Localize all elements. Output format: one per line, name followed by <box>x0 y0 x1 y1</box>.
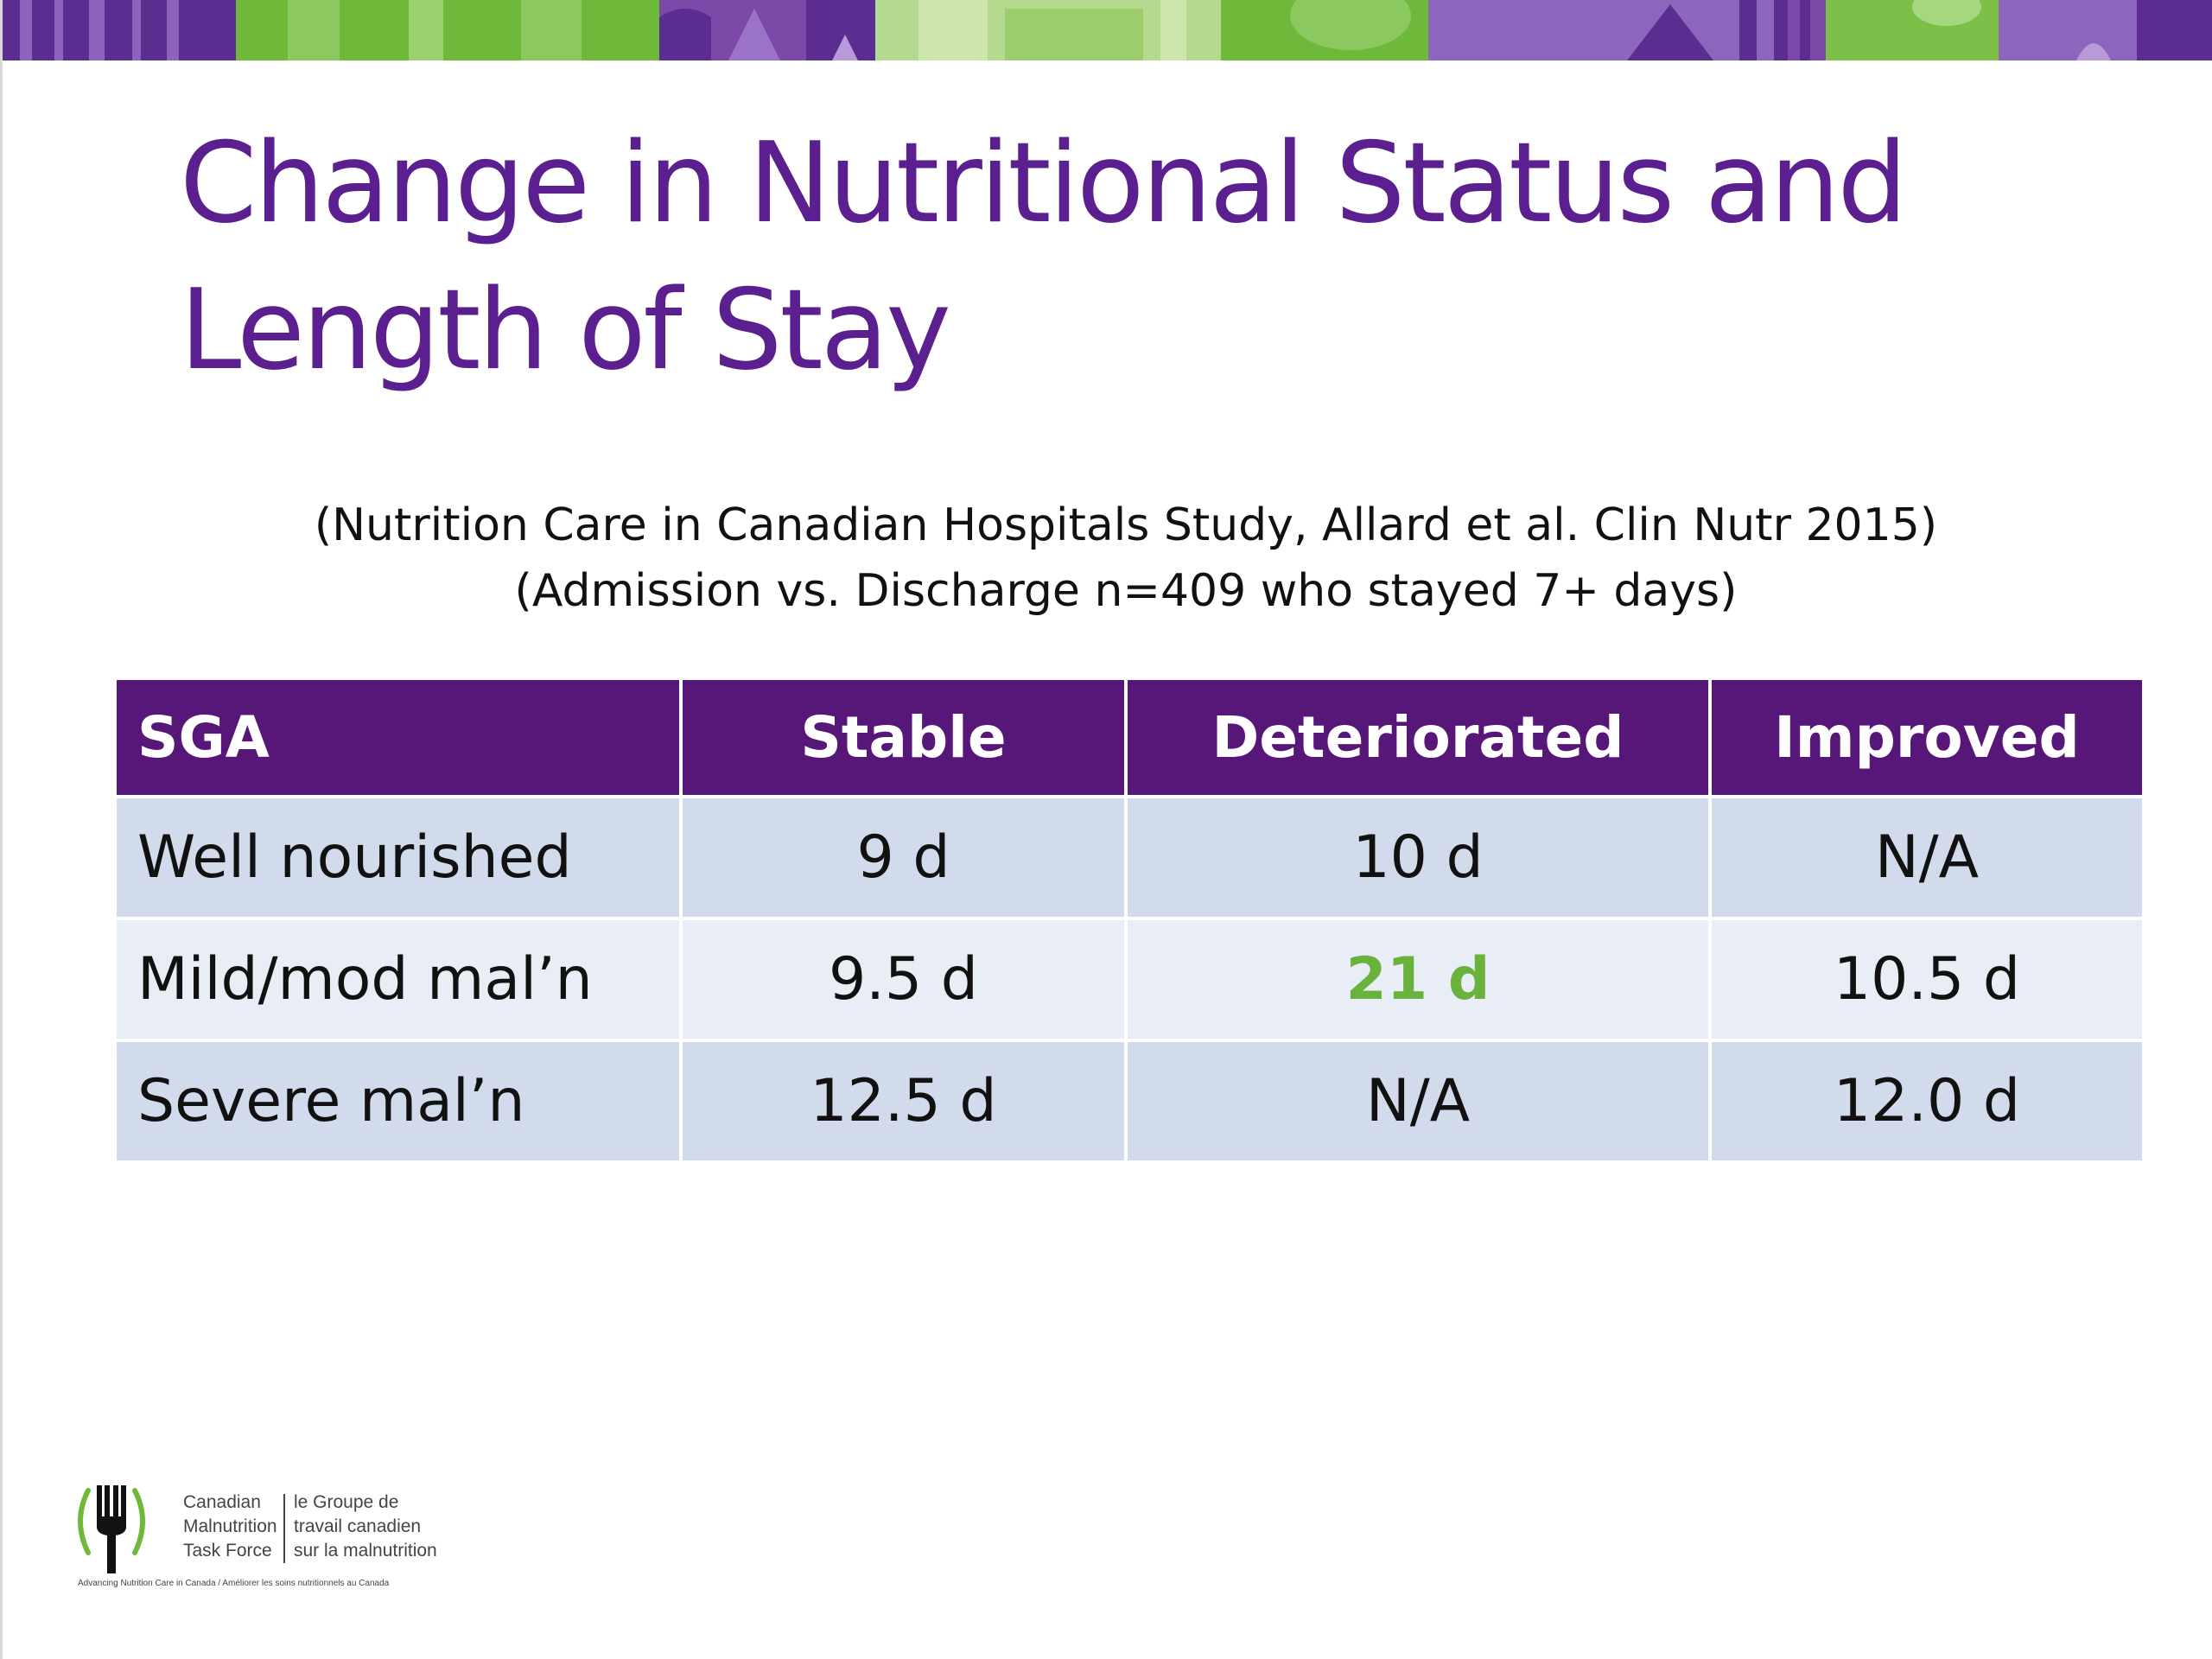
logo-en-line: Task Force <box>183 1541 272 1560</box>
table-cell: 10.5 d <box>1708 917 2145 1042</box>
fork-icon <box>78 1485 145 1573</box>
logo-text-french: le Groupe de travail canadien sur la mal… <box>294 1491 437 1563</box>
logo-fr-line: sur la malnutrition <box>294 1541 437 1560</box>
header-stable: Stable <box>679 677 1128 798</box>
cmtf-logo: Canadian Malnutrition Task Force le Grou… <box>76 1482 456 1594</box>
highlighted-cell: 21 d <box>1124 917 1712 1042</box>
logo-divider <box>283 1494 285 1563</box>
logo-en-line: Canadian <box>183 1492 261 1512</box>
row-label: Well nourished <box>113 795 683 920</box>
logo-fr-line: le Groupe de <box>294 1492 399 1512</box>
header-improved: Improved <box>1708 677 2145 798</box>
logo-tagline: Advancing Nutrition Care in Canada / Amé… <box>78 1579 390 1588</box>
subtitle-sample: (Admission vs. Discharge n=409 who staye… <box>514 565 1738 617</box>
table-cell: 12.0 d <box>1708 1039 2145 1164</box>
slide-title: Change in Nutritional Status and Length … <box>180 119 1908 395</box>
logo-text-english: Canadian Malnutrition Task Force <box>183 1491 277 1563</box>
row-label: Mild/mod mal’n <box>113 917 683 1042</box>
logo-en-line: Malnutrition <box>183 1516 277 1536</box>
table-cell: 12.5 d <box>679 1039 1128 1164</box>
table-cell: N/A <box>1708 795 2145 920</box>
table-cell: 9.5 d <box>679 917 1128 1042</box>
header-sga: SGA <box>113 677 683 798</box>
table-cell: 9 d <box>679 795 1128 920</box>
table-cell: 10 d <box>1124 795 1712 920</box>
header-deteriorated: Deteriorated <box>1124 677 1712 798</box>
row-label: Severe mal’n <box>113 1039 683 1164</box>
length-of-stay-table: SGA Stable Deteriorated Improved Well no… <box>113 677 2145 1164</box>
logo-fr-line: travail canadien <box>294 1516 422 1536</box>
table-header-row: SGA Stable Deteriorated Improved <box>113 677 2145 798</box>
banner-graphic <box>3 0 2212 60</box>
subtitle-citation: (Nutrition Care in Canadian Hospitals St… <box>314 499 1938 551</box>
table-cell: N/A <box>1124 1039 1712 1164</box>
table-row: Severe mal’n 12.5 d N/A 12.0 d <box>113 1039 2145 1164</box>
table-row: Mild/mod mal’n 9.5 d 21 d 10.5 d <box>113 917 2145 1042</box>
table-row: Well nourished 9 d 10 d N/A <box>113 795 2145 920</box>
decorative-banner <box>3 0 2212 60</box>
